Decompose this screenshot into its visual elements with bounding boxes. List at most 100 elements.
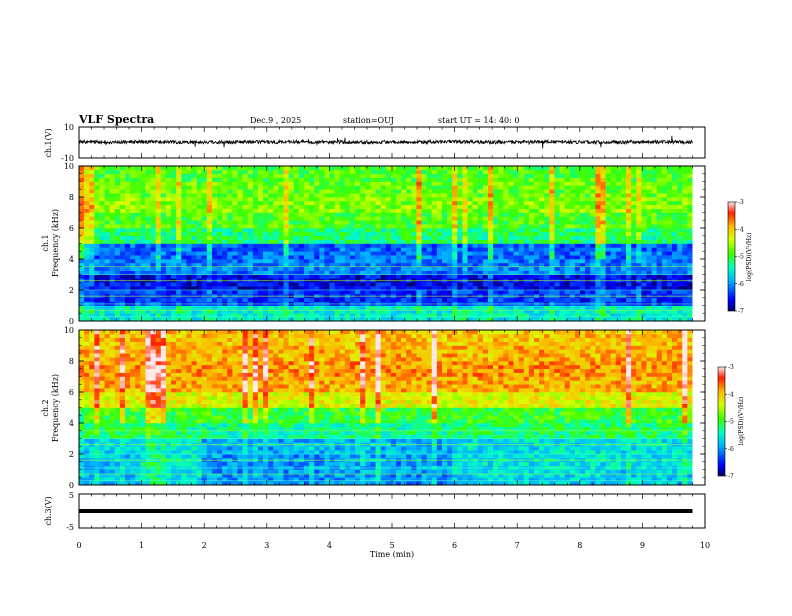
- spectrogram-cell: [606, 244, 611, 248]
- spectrogram-cell: [370, 275, 375, 279]
- spectrogram-cell: [606, 236, 611, 240]
- spectrogram-cell: [151, 282, 156, 286]
- spectrogram-cell: [652, 189, 657, 193]
- spectrogram-cell: [140, 193, 145, 197]
- spectrogram-cell: [273, 216, 278, 220]
- spectrogram-cell: [212, 275, 217, 279]
- spectrogram-cell: [636, 209, 641, 213]
- spectrogram-cell: [432, 205, 437, 209]
- spectrogram-cell: [181, 247, 186, 251]
- spectrogram-cell: [151, 275, 156, 279]
- spectrogram-cell: [176, 255, 181, 259]
- spectrogram-cell: [401, 220, 406, 224]
- spectrogram-cell: [335, 240, 340, 244]
- spectrogram-cell: [503, 267, 508, 271]
- spectrogram-cell: [488, 216, 493, 220]
- spectrogram-cell: [565, 282, 570, 286]
- spectrogram-cell: [437, 244, 442, 248]
- spectrogram-cell: [524, 205, 529, 209]
- spectrogram-cell: [682, 213, 687, 217]
- spectrogram-cell: [105, 216, 110, 220]
- spectrogram-cell: [652, 197, 657, 201]
- spectrogram-cell: [539, 267, 544, 271]
- spectrogram-cell: [519, 178, 524, 182]
- spectrogram-cell: [565, 251, 570, 255]
- spectrogram-cell: [370, 201, 375, 205]
- spectrogram-cell: [416, 282, 421, 286]
- spectrogram-cell: [503, 166, 508, 170]
- spectrogram-cell: [212, 282, 217, 286]
- spectrogram-cell: [641, 209, 646, 213]
- spectrogram-cell: [590, 232, 595, 236]
- spectrogram-cell: [401, 247, 406, 251]
- spectrogram-cell: [646, 197, 651, 201]
- spectrogram-cell: [631, 228, 636, 232]
- spectrogram-cell: [120, 182, 125, 186]
- spectrogram-cell: [212, 174, 217, 178]
- spectrogram-cell: [99, 290, 104, 294]
- spectrogram-cell: [483, 228, 488, 232]
- spectrogram-cell: [120, 224, 125, 228]
- spectrogram-cell: [283, 193, 288, 197]
- spectrogram-cell: [145, 236, 150, 240]
- spectrogram-cell: [447, 185, 452, 189]
- spectrogram-cell: [243, 193, 248, 197]
- spectrogram-cell: [391, 185, 396, 189]
- spectrogram-cell: [580, 240, 585, 244]
- spectrogram-cell: [687, 224, 692, 228]
- spectrogram-cell: [171, 240, 176, 244]
- spectrogram-cell: [508, 259, 513, 263]
- spectrogram-cell: [278, 313, 283, 317]
- spectrogram-cell: [120, 213, 125, 217]
- spectrogram-cell: [646, 185, 651, 189]
- spectrogram-cell: [314, 275, 319, 279]
- spectrogram-cell: [120, 298, 125, 302]
- spectrogram-cell: [432, 244, 437, 248]
- spectrogram-cell: [687, 255, 692, 259]
- spectrogram-cell: [514, 244, 519, 248]
- spectrogram-cell: [677, 255, 682, 259]
- spectrogram-cell: [84, 193, 89, 197]
- spectrogram-cell: [493, 174, 498, 178]
- spectrogram-cell: [580, 236, 585, 240]
- spectrogram-cell: [646, 220, 651, 224]
- spectrogram-cell: [268, 220, 273, 224]
- spectrogram-cell: [498, 205, 503, 209]
- spectrogram-cell: [304, 240, 309, 244]
- spectrogram-cell: [89, 477, 94, 481]
- spectrogram-cell: [171, 201, 176, 205]
- spectrogram-cell: [365, 247, 370, 251]
- spectrogram-cell: [345, 201, 350, 205]
- spectrogram-cell: [636, 178, 641, 182]
- spectrogram-cell: [503, 228, 508, 232]
- spectrogram-cell: [406, 185, 411, 189]
- spectrogram-cell: [161, 224, 166, 228]
- spectrogram-cell: [84, 213, 89, 217]
- spectrogram-cell: [222, 232, 227, 236]
- spectrogram-cell: [105, 174, 110, 178]
- spectrogram-cell: [120, 313, 125, 317]
- spectrogram-cell: [621, 166, 626, 170]
- spectrogram-cell: [626, 213, 631, 217]
- spectrogram-cell: [79, 197, 84, 201]
- spectrogram-cell: [549, 267, 554, 271]
- spectrogram-cell: [468, 275, 473, 279]
- spectrogram-cell: [212, 255, 217, 259]
- spectrogram-cell: [345, 185, 350, 189]
- spectrogram-cell: [299, 220, 304, 224]
- spectrogram-cell: [125, 166, 130, 170]
- spectrogram-cell: [181, 255, 186, 259]
- spectrogram-cell: [641, 298, 646, 302]
- spectrogram-cell: [549, 251, 554, 255]
- spectrogram-cell: [662, 259, 667, 263]
- spectrogram-cell: [544, 236, 549, 240]
- spectrogram-cell: [140, 174, 145, 178]
- spectrogram-cell: [370, 182, 375, 186]
- spectrogram-cell: [687, 170, 692, 174]
- spectrogram-cell: [120, 174, 125, 178]
- spectrogram-cell: [411, 216, 416, 220]
- spectrogram-cell: [534, 213, 539, 217]
- spectrogram-cell: [156, 247, 161, 251]
- spectrogram-cell: [447, 170, 452, 174]
- spectrogram-cell: [657, 306, 662, 310]
